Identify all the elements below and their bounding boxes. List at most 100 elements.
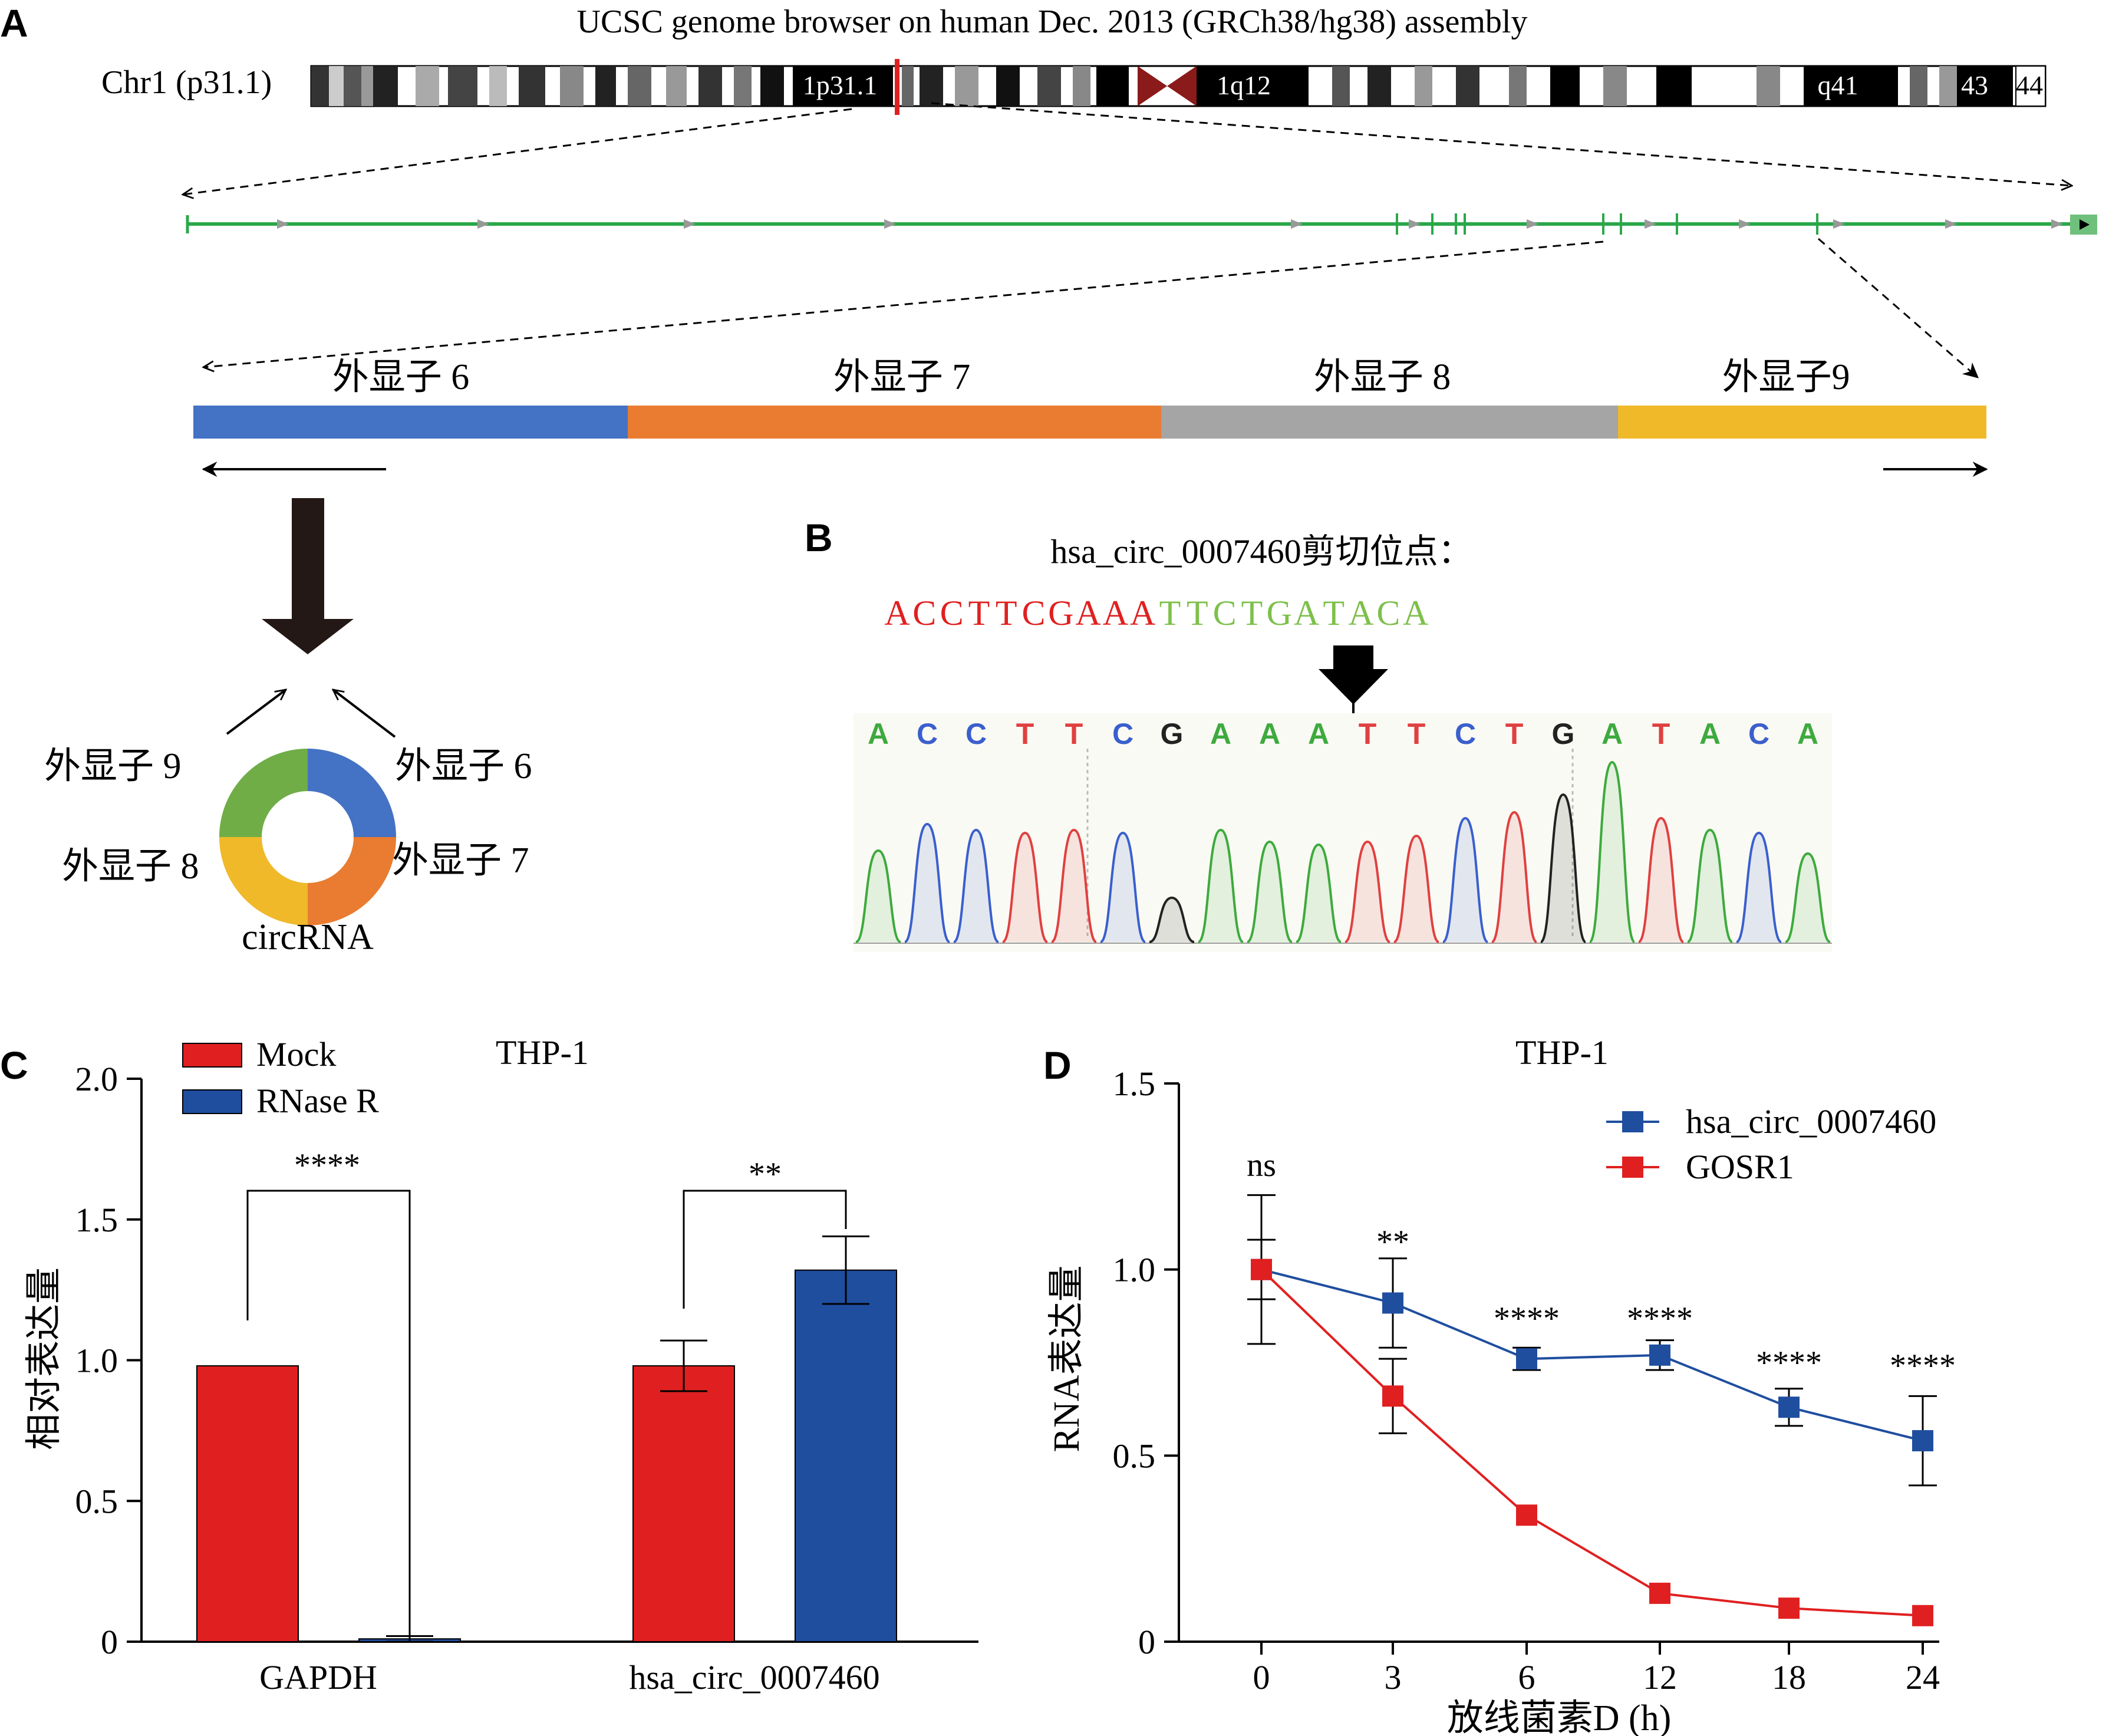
sig-label-circ: ** (749, 1156, 782, 1193)
legend-marker-circ (1622, 1111, 1643, 1132)
legend-label-gosr1: GOSR1 (1686, 1148, 1794, 1186)
sig-bracket-circ (683, 1190, 847, 1309)
genome-browser-title: UCSC genome browser on human Dec. 2013 (… (577, 4, 1528, 40)
chromatogram-base-call: C (1112, 717, 1133, 750)
ring-label-exon8: 外显子 8 (62, 846, 199, 887)
marker-gosr1 (1778, 1597, 1800, 1619)
sig-label-gapdh: **** (294, 1147, 360, 1184)
bar-mock (632, 1365, 735, 1643)
xtick-label: 3 (1385, 1658, 1402, 1697)
chromatogram-base-call: C (965, 717, 987, 750)
chart-d-ylabel: RNA表达量 (1047, 1266, 1087, 1452)
chromatogram-peak (953, 828, 1000, 943)
sequence-base: C (1376, 594, 1400, 633)
sequence-base: A (1403, 594, 1428, 633)
marker-gosr1 (1382, 1385, 1403, 1407)
chromatogram-peak (855, 849, 901, 943)
chromatogram-base-call: A (868, 717, 889, 750)
chromatogram-base-call: T (1065, 717, 1083, 750)
panel-label-b: B (805, 516, 833, 559)
exon-zoom-arrow-left (203, 241, 1604, 367)
sig-label: **** (1627, 1300, 1693, 1337)
legend-label-mock: Mock (256, 1035, 336, 1073)
band-label-1q12: 1q12 (1217, 70, 1271, 100)
legend-swatch-mock (182, 1043, 242, 1068)
legend-label-circ: hsa_circ_0007460 (1686, 1102, 1936, 1141)
sequence-base: A (1294, 594, 1319, 633)
chart-d-xlabel: 放线菌素D (h) (1447, 1698, 1672, 1736)
ytick-label: 0.5 (1113, 1437, 1156, 1475)
chromatogram-base-call: T (1652, 717, 1670, 750)
ytick-label: 1.5 (1113, 1065, 1156, 1103)
ring-exon8 (219, 837, 308, 925)
chromatogram-peak (1344, 840, 1391, 943)
sequence-base: G (1048, 594, 1073, 633)
exon8-label: 外显子 8 (1314, 357, 1451, 397)
sig-label: ** (1376, 1224, 1409, 1260)
band-label-1p31: 1p31.1 (803, 70, 878, 100)
marker-gosr1 (1649, 1582, 1670, 1604)
marker-gosr1 (1251, 1259, 1272, 1280)
sequence-base: T (1241, 594, 1263, 633)
panel-label-c: C (0, 1043, 28, 1087)
xtick-label: 0 (1253, 1658, 1270, 1697)
panel-a: A UCSC genome browser on human Dec. 2013… (0, 1, 2097, 957)
panel-c: C THP-1 相对表达量 Mock RNase R 0 0.5 1.0 1.5 2.0… (0, 1033, 978, 1697)
chart-d-title: THP-1 (1515, 1033, 1609, 1072)
series-line-gosr1 (1260, 1269, 1923, 1617)
chromatogram-peak (1393, 834, 1440, 943)
exon6-label: 外显子 6 (332, 357, 470, 397)
chromatogram-base-call: A (1210, 717, 1231, 750)
chromosome-label: Chr1 (p31.1) (101, 64, 272, 101)
chromatogram-peak (1149, 896, 1195, 943)
sig-label: **** (1890, 1348, 1956, 1384)
ring-label-exon6: 外显子 6 (395, 746, 532, 786)
bar-mock (196, 1365, 299, 1643)
ring-label-exon7: 外显子 7 (392, 841, 529, 881)
exon-zoom-arrow-right (1818, 238, 1979, 378)
chromatogram-peak (1246, 840, 1293, 943)
ytick-label: 0 (101, 1623, 118, 1661)
exon9-label: 外显子9 (1722, 357, 1850, 397)
xtick-label: 24 (1906, 1658, 1940, 1697)
sequence-base: T (1323, 594, 1345, 633)
legend-marker-gosr1 (1622, 1157, 1643, 1178)
sequence-base: T (1187, 594, 1208, 633)
sig-label: **** (1494, 1300, 1560, 1337)
chromatogram-peak (1735, 831, 1782, 943)
chromatogram-base-call: G (1161, 717, 1184, 750)
chromatogram-peak (1296, 843, 1342, 943)
marker-hsa_circ_0007460 (1649, 1344, 1670, 1366)
chromatogram-peak (1491, 811, 1538, 943)
chromatogram-peak (1589, 760, 1636, 943)
band-label-q41: q41 (1818, 70, 1858, 100)
sig-label: ns (1247, 1147, 1276, 1184)
sequence-base: C (912, 594, 936, 633)
ytick-label: 1.0 (75, 1342, 118, 1380)
chromatogram-base-call: C (1455, 717, 1476, 750)
chart-d-yticks: 0 0.5 1.0 1.5 (1113, 1065, 1179, 1661)
sequence-base: C (1021, 594, 1045, 633)
junction-arrow-icon (1319, 645, 1388, 704)
sequence-base: A (1130, 594, 1155, 633)
chart-c-title: THP-1 (496, 1033, 589, 1072)
chromatogram-base-call: C (1748, 717, 1769, 750)
chromatogram-peak (1099, 831, 1146, 943)
ring-exon7 (308, 837, 396, 925)
ring-arrow-left (226, 690, 286, 735)
xtick-label: 6 (1518, 1658, 1535, 1697)
ytick-label: 0 (1138, 1623, 1155, 1661)
chart-d-series (1247, 1194, 1937, 1626)
chart-c-xtick-gapdh: GAPDH (259, 1658, 377, 1697)
chromatogram-base-call: A (1601, 717, 1623, 750)
chromatogram-base-call: T (1408, 717, 1426, 750)
chromatogram-peak (1050, 828, 1098, 943)
chromatogram-peak (1785, 852, 1831, 943)
marker-hsa_circ_0007460 (1778, 1396, 1800, 1418)
exon9-segment (1618, 406, 1986, 439)
marker-hsa_circ_0007460 (1516, 1348, 1537, 1370)
ytick-label: 1.5 (75, 1201, 118, 1239)
